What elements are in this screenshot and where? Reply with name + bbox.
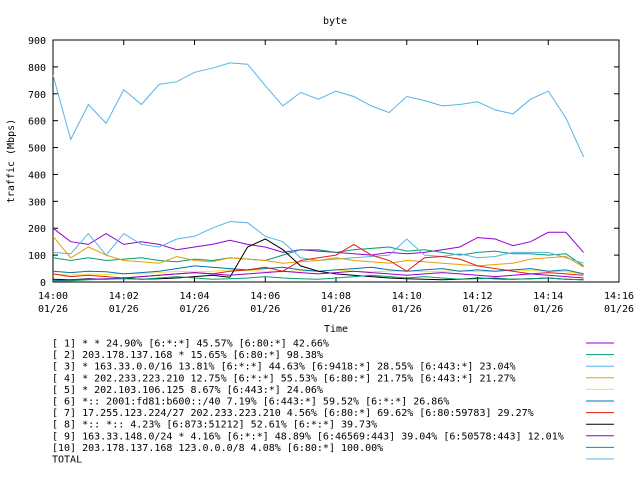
x-tick-label-date: 01/26 (250, 304, 280, 315)
x-tick-label-time: 14:08 (321, 291, 351, 302)
legend-entry-label: [ 9] 163.33.148.0/24 * 4.16% [6:*:*] 48.… (52, 431, 564, 442)
x-tick-label-time: 14:00 (38, 291, 68, 302)
y-tick-label: 600 (28, 117, 46, 128)
x-tick-label-date: 01/26 (38, 304, 68, 315)
series-lines (52, 62, 585, 282)
x-tick-label-date: 01/26 (533, 304, 563, 315)
legend-entry-label: [ 3] * 163.33.0.0/16 13.81% [6:*:*] 44.6… (52, 362, 516, 373)
x-tick-label-time: 14:14 (533, 291, 563, 302)
legend-entry-label: [ 4] * 202.233.223.210 12.75% [6:*:*] 55… (52, 373, 516, 384)
y-tick-label: 300 (28, 197, 46, 208)
legend: [ 1] * * 24.90% [6:*:*] 45.57% [6:80:*] … (52, 339, 614, 466)
x-tick-label-date: 01/26 (321, 304, 351, 315)
y-tick-label: 900 (28, 36, 46, 47)
y-tick-label: 700 (28, 90, 46, 101)
series-line-11 (52, 62, 585, 158)
series-line-2 (52, 246, 584, 267)
y-tick-label: 800 (28, 63, 46, 74)
x-tick-label-date: 01/26 (109, 304, 139, 315)
x-tick-label-time: 14:02 (109, 291, 139, 302)
x-tick-label-time: 14:16 (604, 291, 634, 302)
y-tick-label: 100 (28, 251, 46, 262)
x-axis: 14:00 01/26 14:02 01/26 14:04 01/26 14:06 01/26… (38, 40, 634, 315)
y-axis-label: traffic (Mbps) (6, 119, 17, 203)
legend-entry-label: [ 5] * 202.103.106.125 8.67% [6:443:*] 2… (52, 385, 323, 396)
y-tick-label: 0 (40, 278, 46, 289)
x-tick-label-time: 14:04 (179, 291, 209, 302)
x-tick-label-date: 01/26 (179, 304, 209, 315)
legend-entry-label: [ 2] 203.178.137.168 * 15.65% [6:80:*] 9… (52, 350, 323, 361)
series-line-10 (53, 274, 584, 282)
x-tick-label-date: 01/26 (392, 304, 422, 315)
series-line-4 (52, 235, 584, 268)
legend-entry-label: [10] 203.178.137.168 123.0.0.0/8 4.08% [… (52, 443, 383, 454)
plot-border (52, 39, 620, 283)
x-tick-label-date: 01/26 (604, 304, 634, 315)
x-tick-label-date: 01/26 (462, 304, 492, 315)
legend-entry-label: [ 6] *:: 2001:fd81:b600::/40 7.19% [6:44… (52, 397, 449, 408)
x-axis-label: Time (324, 324, 348, 335)
legend-entry-label: [ 8] *:: *:: 4.23% [6:873:51212] 52.61% … (52, 420, 377, 431)
y-tick-label: 200 (28, 224, 46, 235)
series-line-1 (52, 227, 584, 256)
legend-entry-label: [ 7] 17.255.123.224/27 202.233.223.210 4… (52, 408, 534, 419)
y-axis: 0 100 200 300 400 500 600 700 800 900 (28, 36, 619, 289)
x-tick-label-time: 14:10 (392, 291, 422, 302)
y-tick-label: 400 (28, 170, 46, 181)
y-tick-label: 500 (28, 144, 46, 155)
series-line-9 (52, 270, 584, 282)
chart-title: byte (323, 16, 347, 27)
x-tick-label-time: 14:12 (462, 291, 492, 302)
legend-entry-label: [ 1] * * 24.90% [6:*:*] 45.57% [6:80:*] … (52, 339, 329, 350)
plot-area (52, 39, 620, 283)
legend-entry-label: TOTAL (52, 455, 82, 466)
x-tick-label-time: 14:06 (250, 291, 280, 302)
